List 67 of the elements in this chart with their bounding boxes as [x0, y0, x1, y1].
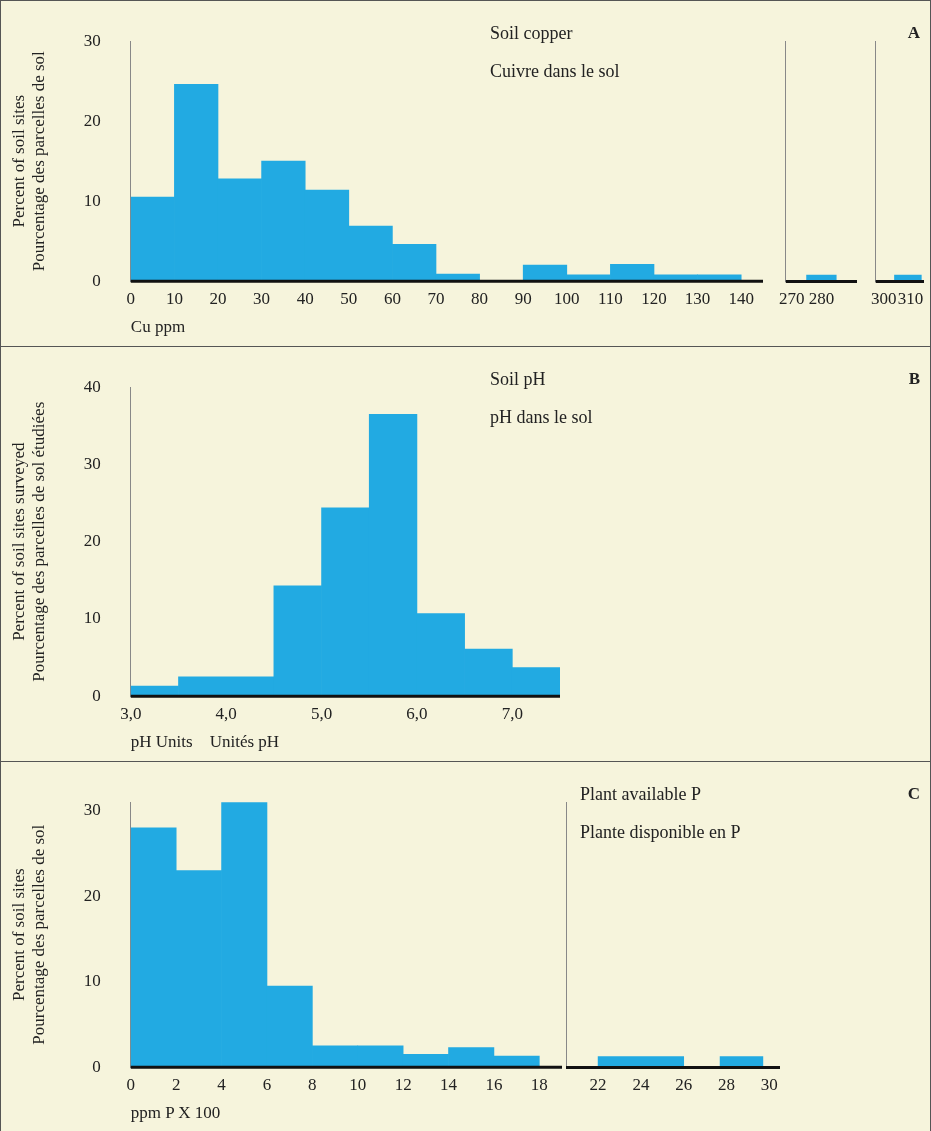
x-axis-title: Cu ppm — [130, 317, 186, 337]
x-tick-label: 310 — [897, 289, 924, 309]
x-tick-label: 24 — [632, 1075, 650, 1095]
x-tick-label: 60 — [383, 288, 401, 308]
y-axis-title: Percent of soil sites Pourcentage des parcelles de sol — [8, 824, 49, 1045]
x-tick-label: 4,0 — [215, 703, 237, 723]
x-axis-title: ppm P X 100 — [130, 1103, 221, 1123]
y-axis-title: Percent of soil sites Pourcentage des parcelles de sol — [8, 50, 49, 272]
y-tick-label: 20 — [83, 885, 101, 905]
x-tick-label: 3,0 — [120, 703, 142, 723]
text: Cuivre dans le sol — [490, 60, 620, 81]
x-tick-label: 100 — [554, 288, 580, 308]
x-tick-label: 14 — [440, 1074, 458, 1094]
x-tick-label: 50 — [340, 288, 358, 308]
x-tick-label: 10 — [165, 288, 183, 308]
y-tick-label: 0 — [92, 1056, 101, 1076]
x-tick-label: 270 — [779, 289, 805, 309]
x-tick-label: 80 — [471, 288, 489, 308]
x-tick-label: 280 — [808, 289, 835, 309]
text: C — [907, 783, 920, 803]
y-tick-label: 20 — [83, 110, 101, 130]
x-tick-label: 2 — [171, 1074, 181, 1094]
x-tick-label: 22 — [589, 1075, 607, 1095]
text: B — [908, 368, 920, 388]
x-tick-label: 140 — [728, 288, 754, 308]
y-tick-label: 30 — [83, 453, 101, 473]
x-tick-label: 5,0 — [310, 703, 333, 723]
x-tick-label: 30 — [760, 1075, 778, 1095]
chart-title: Soil copper — [490, 22, 573, 43]
x-axis-title: pH Units Unités pH — [130, 732, 280, 752]
x-tick-label: 0 — [126, 288, 136, 308]
y-tick-label: 10 — [83, 608, 101, 628]
y-tick-label: 10 — [83, 971, 101, 991]
y-tick-label: 0 — [92, 685, 101, 705]
x-tick-label: 8 — [308, 1074, 317, 1094]
x-tick-label: 6 — [262, 1074, 272, 1094]
x-tick-label: 16 — [485, 1074, 503, 1094]
x-tick-label: 28 — [718, 1075, 735, 1095]
text: Plante disponible en P — [580, 821, 741, 842]
x-tick-label: 70 — [427, 288, 445, 308]
y-tick-label: 40 — [83, 376, 101, 396]
x-tick-label: 0 — [126, 1074, 136, 1094]
y-tick-label: 0 — [92, 270, 101, 290]
y-tick-label: 10 — [83, 190, 101, 210]
x-tick-label: 18 — [530, 1074, 548, 1094]
x-tick-label: 110 — [597, 288, 623, 308]
text: pH dans le sol — [490, 406, 593, 427]
chart-title: Plant available P — [580, 783, 701, 804]
x-tick-label: 20 — [209, 288, 227, 308]
y-tick-label: 30 — [83, 800, 101, 820]
y-tick-label: 30 — [83, 30, 101, 50]
x-tick-label: 6,0 — [406, 703, 428, 723]
x-tick-label: 26 — [675, 1075, 693, 1095]
x-tick-label: 30 — [253, 288, 271, 308]
annotation: A — [907, 22, 921, 42]
chart-title: Soil pH — [490, 368, 546, 389]
x-tick-label: 300 — [871, 289, 897, 309]
x-tick-label: 4 — [217, 1074, 227, 1094]
y-axis-title: Percent of soil sites surveyed Pourcentage des parcelles de sol étudiées — [8, 401, 49, 682]
x-tick-label: 120 — [641, 288, 667, 308]
x-tick-label: 90 — [514, 288, 532, 308]
x-tick-label: 7,0 — [501, 703, 523, 723]
x-tick-label: 10 — [349, 1074, 367, 1094]
x-tick-label: 12 — [394, 1074, 412, 1094]
x-tick-label: 40 — [296, 288, 314, 308]
x-tick-label: 130 — [684, 288, 711, 308]
y-tick-label: 20 — [83, 531, 101, 551]
